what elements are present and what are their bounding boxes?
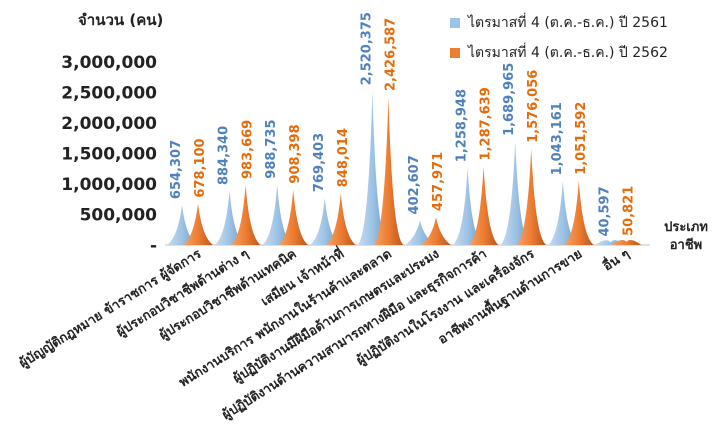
legend-swatch-2561	[450, 18, 460, 28]
peak-2562	[421, 217, 451, 245]
data-label-2561: 1,043,161	[550, 102, 565, 175]
data-label-2562: 457,971	[431, 152, 446, 211]
legend-swatch-2562	[450, 48, 460, 58]
data-label-2562: 1,576,056	[526, 70, 541, 143]
peak-2562	[516, 148, 547, 245]
legend-label-2562: ไตรมาสที่ 4 (ต.ค.-ธ.ค.) ปี 2562	[468, 45, 668, 61]
peak-2561	[357, 91, 388, 245]
y-tick-label: 2,000,000	[61, 114, 157, 134]
peak-2561	[500, 141, 531, 245]
data-label-2561: 769,403	[312, 133, 327, 192]
data-label-2562: 678,100	[193, 138, 208, 197]
peak-2562	[278, 189, 309, 245]
category-label: ผู้บัญญัติกฎหมาย ข้าราชการ ผู้จัดการ	[16, 246, 204, 372]
category-label: อื่น ๆ	[599, 244, 633, 274]
peak-2562	[563, 180, 594, 245]
y-axis-title: จำนวน (คน)	[78, 11, 164, 29]
data-label-2561: 1,258,948	[455, 89, 470, 162]
legend-label-2561: ไตรมาสที่ 4 (ต.ค.-ธ.ค.) ปี 2561	[468, 15, 668, 31]
y-tick-label: 3,000,000	[61, 53, 157, 73]
peak-2561	[167, 205, 197, 245]
data-label-2562: 2,426,587	[383, 18, 398, 91]
y-tick-label: 1,500,000	[61, 145, 157, 165]
data-label-2561: 1,689,965	[502, 63, 517, 136]
peak-2562	[611, 240, 642, 245]
peak-2561	[547, 181, 578, 245]
peak-2561	[452, 168, 483, 245]
peak-2562	[373, 96, 404, 245]
peak-2561	[309, 198, 340, 245]
data-label-2561: 40,597	[597, 186, 612, 236]
data-label-2562: 983,669	[241, 120, 256, 179]
data-label-2561: 884,340	[217, 126, 232, 185]
legend-item-2562: ไตรมาสที่ 4 (ต.ค.-ธ.ค.) ปี 2562	[450, 42, 668, 64]
data-label-2562: 848,014	[336, 128, 351, 187]
data-label-2562: 1,287,639	[479, 87, 494, 160]
peak-2561	[262, 184, 293, 245]
peak-2561	[214, 191, 245, 245]
x-axis-title: ประเภท อาชีพ	[664, 220, 708, 253]
peak-2562	[230, 184, 261, 245]
y-tick-label: 1,000,000	[61, 175, 157, 195]
legend-item-2561: ไตรมาสที่ 4 (ต.ค.-ธ.ค.) ปี 2561	[450, 12, 668, 34]
peak-2562	[183, 203, 213, 245]
data-label-2562: 1,051,592	[574, 102, 589, 175]
y-tick-label: 2,500,000	[61, 84, 157, 104]
data-label-2562: 50,821	[621, 186, 636, 236]
data-label-2561: 402,607	[407, 155, 422, 214]
data-label-2561: 654,307	[169, 140, 184, 199]
y-tick-label: -	[150, 236, 157, 256]
y-tick-label: 500,000	[80, 206, 158, 226]
data-label-2562: 908,398	[288, 124, 303, 183]
data-label-2561: 2,520,375	[359, 12, 374, 85]
data-label-2561: 988,735	[264, 119, 279, 178]
peak-2562	[325, 193, 356, 245]
peak-2562	[468, 166, 499, 245]
